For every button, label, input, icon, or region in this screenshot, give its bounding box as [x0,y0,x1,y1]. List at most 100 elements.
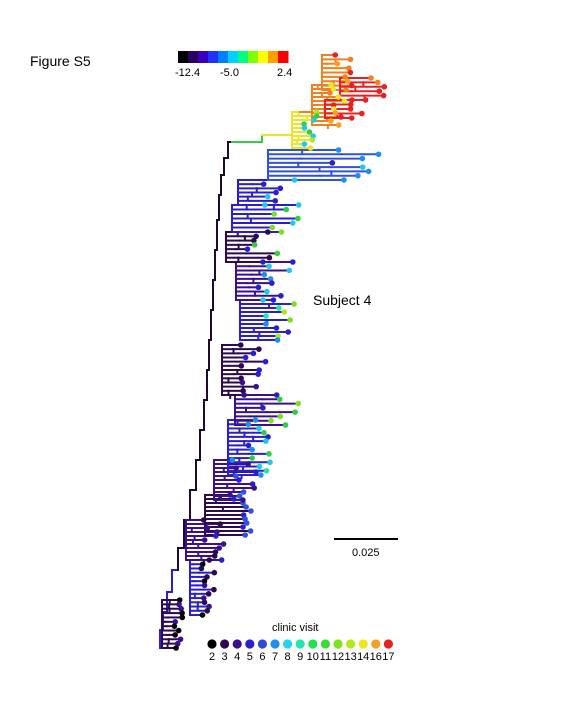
tip-marker [211,586,217,593]
tip-marker [283,206,290,213]
colorbar-max-label: 2.4 [277,67,293,79]
colorbar-swatch [198,51,209,63]
tip-marker [262,358,269,365]
colorbar-swatch [258,51,269,63]
visit-legend-label: 17 [382,651,395,663]
colorbar-swatch [248,51,259,63]
tip-marker [236,477,242,483]
tip-marker [218,557,225,563]
visit-legend-label: 16 [369,651,382,663]
visit-legend-label: 6 [259,651,266,663]
tip-marker [327,90,333,96]
tip-marker [376,88,383,94]
tip-marker [206,557,213,563]
tip-marker [346,65,352,71]
tip-marker [256,425,262,432]
tip-marker [347,106,354,112]
tip-marker [313,113,320,119]
tip-marker [211,569,218,576]
tip-marker [273,392,280,398]
tip-marker [273,325,280,331]
visit-legend-label: 3 [221,651,228,663]
colorbar-swatch [188,51,199,63]
tip-marker [330,86,337,92]
tip-marker [179,610,185,616]
tip-marker [359,155,366,162]
tip-marker [239,379,246,386]
tip-marker [313,109,320,115]
tip-marker [311,117,317,123]
tip-marker [348,82,355,89]
tip-marker [255,371,261,377]
tip-marker [174,640,181,647]
tip-marker [227,492,233,498]
tip-marker [201,582,208,589]
tip-marker [173,645,179,651]
tip-marker [238,363,245,369]
tip-marker [348,115,355,121]
tip-marker [289,220,296,226]
tip-marker [201,578,208,584]
tip-marker [245,421,252,428]
tip-marker [330,102,337,108]
tip-marker [268,417,274,424]
visit-legend-dot [207,639,217,649]
tip-marker [291,301,297,307]
tip-markers [171,52,388,651]
tip-marker [332,110,339,116]
tip-marker [261,271,268,278]
visit-legend-dot [245,639,255,649]
tip-marker [243,504,249,510]
visit-legend-label: 2 [208,651,216,663]
tip-marker [380,92,387,99]
tip-marker [266,263,272,270]
tip-marker [349,97,355,103]
colorbar-mid-label: -5.0 [220,67,239,79]
tip-marker [240,497,246,503]
tip-marker [281,309,288,315]
tip-marker [201,537,208,543]
tip-marker [381,84,388,90]
tip-marker [217,521,223,527]
tip-marker [250,350,257,357]
visit-legend-label: 13 [344,651,357,663]
legend-title: clinic visit [272,622,319,634]
tip-marker [276,305,282,311]
tip-marker [309,137,316,143]
tip-marker [249,446,255,453]
tip-marker [255,284,262,291]
tip-marker [273,189,279,196]
tip-marker [243,520,250,526]
tip-marker [260,181,267,187]
tip-marker [253,383,259,390]
tip-marker [295,215,301,222]
tip-marker [178,605,184,612]
tip-marker [329,160,336,166]
tip-marker [229,457,236,463]
tip-marker [265,434,271,440]
tip-marker [347,101,354,108]
tip-marker [258,472,264,478]
tip-marker [278,292,284,299]
tip-marker [263,438,269,444]
tip-marker [248,508,254,514]
visit-legend-dot [283,639,293,649]
tip-marker [211,553,218,559]
visit-legend-dot [320,639,330,649]
visit-legend-label: 10 [306,651,319,663]
tip-marker [260,297,266,303]
tip-marker [347,56,354,63]
colorbar-swatch [278,51,289,63]
tip-marker [335,94,342,100]
tip-marker [359,110,365,117]
tip-marker [264,288,270,295]
tip-marker [176,597,183,603]
tip-marker [359,164,366,170]
tip-marker [278,229,285,235]
tip-marker [282,422,289,428]
visit-legend-dot [295,639,305,649]
tip-marker [306,129,313,135]
tip-marker [286,267,293,274]
tip-marker [261,429,267,436]
tip-marker [338,114,344,120]
